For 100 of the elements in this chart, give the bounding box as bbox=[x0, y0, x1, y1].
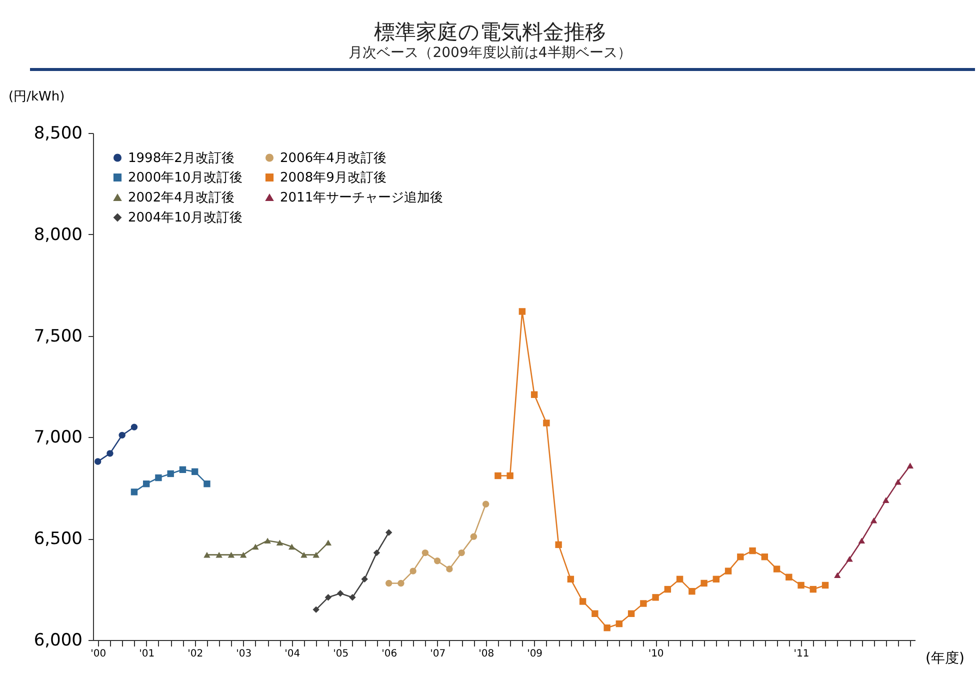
x-tick-label: '06 bbox=[382, 648, 398, 660]
point bbox=[410, 568, 416, 574]
legend-label: 2006年4月改訂後 bbox=[280, 150, 386, 166]
point bbox=[640, 600, 647, 607]
point bbox=[312, 606, 320, 613]
point bbox=[94, 458, 102, 465]
point bbox=[155, 474, 162, 482]
point bbox=[385, 580, 392, 587]
point bbox=[676, 576, 684, 583]
point bbox=[567, 576, 574, 583]
point bbox=[810, 586, 817, 593]
x-tick-label: '03 bbox=[236, 648, 252, 660]
point bbox=[555, 541, 562, 548]
point bbox=[385, 529, 392, 536]
legend-label: 2000年10月改訂後 bbox=[128, 170, 243, 186]
point bbox=[130, 424, 138, 430]
point bbox=[543, 420, 550, 426]
x-tick-label: '04 bbox=[284, 648, 300, 660]
point bbox=[724, 568, 732, 574]
point bbox=[422, 549, 429, 556]
point bbox=[482, 500, 490, 508]
point bbox=[373, 549, 380, 556]
point bbox=[604, 624, 610, 632]
point bbox=[106, 450, 114, 457]
point bbox=[167, 470, 174, 478]
point bbox=[130, 488, 138, 496]
point bbox=[118, 432, 126, 439]
point bbox=[179, 466, 186, 473]
point bbox=[894, 478, 902, 485]
point bbox=[773, 566, 780, 572]
x-axis-title: (年度) bbox=[926, 650, 964, 666]
x-tick-label: '11 bbox=[794, 648, 810, 660]
point bbox=[652, 594, 659, 601]
chart-subtitle: 月次ベース（2009年度以前は4半期ベース） bbox=[348, 45, 632, 61]
point bbox=[446, 566, 453, 572]
point bbox=[700, 580, 708, 587]
legend-label: 2004年10月改訂後 bbox=[128, 210, 243, 226]
point bbox=[798, 582, 804, 589]
y-tick-label: 6,500 bbox=[34, 529, 82, 550]
point bbox=[216, 552, 222, 558]
point bbox=[518, 308, 526, 315]
point bbox=[530, 391, 538, 398]
y-axis-title: (円/kWh) bbox=[8, 90, 65, 104]
point bbox=[398, 580, 404, 587]
point bbox=[204, 552, 210, 558]
point bbox=[288, 544, 296, 550]
x-tick-label: '08 bbox=[478, 648, 494, 660]
y-tick-label: 7,000 bbox=[34, 428, 82, 448]
y-tick-label: 7,500 bbox=[34, 326, 82, 346]
point bbox=[458, 549, 465, 556]
point bbox=[204, 480, 210, 488]
y-tick-label: 8,000 bbox=[34, 224, 82, 245]
point bbox=[858, 538, 866, 544]
point bbox=[191, 468, 198, 476]
point bbox=[834, 572, 841, 578]
point bbox=[300, 552, 308, 558]
point bbox=[494, 472, 502, 480]
point bbox=[786, 574, 792, 580]
point bbox=[349, 594, 356, 601]
point bbox=[361, 576, 368, 583]
point bbox=[737, 554, 744, 560]
point bbox=[312, 552, 320, 558]
point bbox=[616, 620, 623, 628]
x-tick-label: '02 bbox=[188, 648, 204, 660]
x-tick-label: '07 bbox=[430, 648, 446, 660]
legend-label: 2008年9月改訂後 bbox=[280, 170, 386, 186]
point bbox=[276, 540, 284, 546]
legend-label: 1998年2月改訂後 bbox=[128, 150, 234, 166]
point bbox=[882, 497, 890, 503]
point bbox=[240, 552, 247, 558]
point bbox=[264, 538, 271, 544]
point bbox=[228, 552, 235, 558]
x-tick-label: '05 bbox=[333, 648, 349, 660]
point bbox=[822, 582, 829, 589]
point bbox=[142, 480, 150, 488]
point bbox=[579, 598, 586, 605]
y-tick-label: 8,500 bbox=[34, 124, 82, 144]
point bbox=[664, 586, 672, 593]
legend-label: 2002年4月改訂後 bbox=[128, 190, 234, 206]
point bbox=[906, 462, 914, 468]
point bbox=[434, 558, 441, 564]
point bbox=[506, 472, 514, 480]
point bbox=[628, 610, 635, 617]
y-tick-label: 6,000 bbox=[34, 630, 82, 650]
point bbox=[324, 540, 332, 546]
x-tick-label: '00 bbox=[90, 648, 106, 660]
point bbox=[688, 588, 696, 595]
point bbox=[870, 517, 878, 524]
point bbox=[749, 547, 756, 554]
point bbox=[761, 554, 768, 560]
x-tick-label: '01 bbox=[139, 648, 155, 660]
point bbox=[324, 594, 332, 601]
legend-label: 2011年サーチャージ追加後 bbox=[280, 190, 444, 206]
x-tick-label: '10 bbox=[648, 648, 664, 660]
point bbox=[336, 590, 344, 597]
point bbox=[252, 544, 259, 550]
point bbox=[470, 533, 478, 540]
chart-title: 標準家庭の電気料金推移 bbox=[374, 20, 606, 44]
point bbox=[712, 576, 720, 583]
point bbox=[846, 556, 853, 562]
